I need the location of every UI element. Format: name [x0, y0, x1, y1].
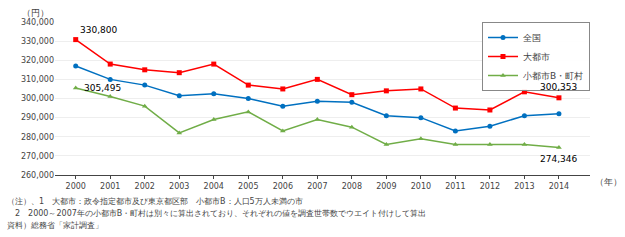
svg-text:2003: 2003	[169, 182, 189, 191]
svg-text:2013: 2013	[514, 182, 534, 191]
svg-text:2 2000～2007年の小都市B・町村は別々に算出されてお: 2 2000～2007年の小都市B・町村は別々に算出されており、それぞれの値を調…	[7, 209, 426, 218]
svg-text:2004: 2004	[204, 182, 224, 191]
svg-text:305,495: 305,495	[84, 83, 121, 93]
svg-text:270,000: 270,000	[21, 152, 54, 161]
svg-text:2009: 2009	[376, 182, 396, 191]
svg-text:（円）: （円）	[22, 8, 49, 18]
svg-text:大都市: 大都市	[523, 52, 550, 62]
svg-text:290,000: 290,000	[21, 113, 54, 122]
svg-text:310,000: 310,000	[21, 75, 54, 84]
svg-text:280,000: 280,000	[21, 133, 54, 142]
svg-text:330,000: 330,000	[21, 37, 54, 46]
svg-text:2000: 2000	[66, 182, 86, 191]
svg-text:小都市B・町村: 小都市B・町村	[523, 71, 583, 81]
svg-text:（注）、1 大都市：政令指定都市及び東京都区部 小都市B：人: （注）、1 大都市：政令指定都市及び東京都区部 小都市B：人口5万人未満の市	[7, 197, 303, 206]
svg-text:2011: 2011	[445, 182, 465, 191]
svg-text:2002: 2002	[135, 182, 155, 191]
svg-text:330,800: 330,800	[80, 25, 117, 35]
svg-text:274,346: 274,346	[540, 154, 577, 164]
svg-text:260,000: 260,000	[21, 171, 54, 180]
svg-text:2008: 2008	[342, 182, 362, 191]
svg-text:300,000: 300,000	[21, 94, 54, 103]
svg-text:全国: 全国	[523, 33, 541, 43]
svg-text:2007: 2007	[307, 182, 327, 191]
svg-text:2010: 2010	[411, 182, 431, 191]
svg-text:資料）総務省「家計調査」: 資料）総務省「家計調査」	[7, 221, 103, 230]
svg-text:320,000: 320,000	[21, 56, 54, 65]
svg-text:（年）: （年）	[595, 177, 622, 187]
svg-text:2001: 2001	[100, 182, 120, 191]
svg-text:2005: 2005	[238, 182, 258, 191]
svg-text:2014: 2014	[549, 182, 569, 191]
svg-text:340,000: 340,000	[21, 18, 54, 27]
svg-text:2012: 2012	[480, 182, 500, 191]
svg-text:2006: 2006	[273, 182, 293, 191]
svg-text:300,353: 300,353	[540, 82, 577, 92]
